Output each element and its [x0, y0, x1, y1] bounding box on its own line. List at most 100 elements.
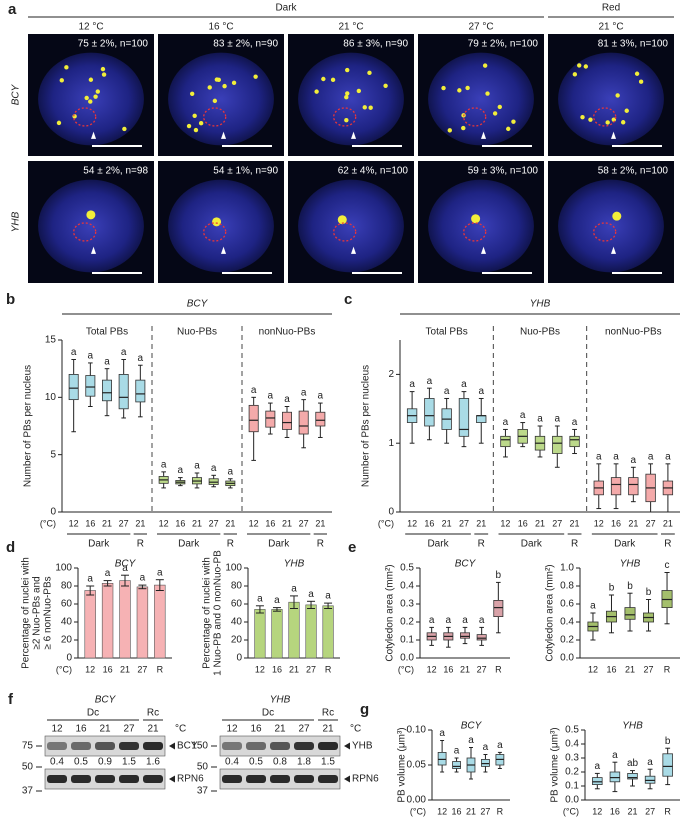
y-tick-label: 0.0: [565, 795, 579, 806]
significance-letter: a: [444, 386, 450, 397]
lane-temp: 16: [75, 724, 87, 735]
band: [119, 775, 139, 783]
y-tick-label: 0: [66, 653, 72, 664]
x-tick-label: 16: [272, 664, 282, 674]
x-unit: (°C): [563, 806, 579, 816]
box: [500, 435, 511, 448]
lane-temp: 16: [250, 724, 262, 735]
pb-dot: [492, 111, 498, 116]
pb-dot: [577, 63, 582, 68]
x-tick-label: R: [664, 806, 671, 816]
y-axis-label: Cotyledon area (mm²): [385, 564, 396, 661]
y-tick-label: 1.0: [560, 563, 574, 574]
nucleolus: [593, 107, 617, 127]
x-tick-label: 27: [137, 664, 147, 674]
significance-letter: a: [301, 387, 307, 398]
box: [481, 759, 490, 767]
x-tick-label: 27: [459, 518, 469, 528]
box: [298, 410, 309, 435]
pb-dot: [367, 70, 372, 76]
box: [102, 379, 112, 402]
box: [662, 753, 673, 777]
x-unit: (°C): [40, 518, 56, 528]
arrowhead: [351, 131, 357, 139]
x-tick-label: 12: [85, 664, 95, 674]
significance-letter: ab: [627, 758, 639, 769]
y-tick-label: 20: [231, 635, 243, 646]
box: [476, 634, 487, 641]
temperature: 27 °C: [468, 22, 493, 33]
nucleus: [38, 52, 144, 146]
y-tick-label: 0: [388, 507, 394, 518]
box: [569, 435, 580, 448]
ratio: 1.8: [297, 757, 311, 768]
pb-dot: [253, 74, 258, 79]
nucleolus: [203, 107, 227, 127]
chart-title: BCY: [187, 299, 209, 310]
bar: [271, 609, 283, 659]
pb-dot: [100, 66, 106, 72]
mw-marker: 50: [22, 762, 34, 773]
pb-dot: [461, 125, 466, 131]
box: [68, 373, 79, 401]
bar: [288, 601, 300, 659]
band: [246, 775, 266, 783]
y-tick-label: 100: [55, 563, 72, 574]
box: [644, 775, 656, 784]
x-tick-label: 21: [102, 518, 112, 528]
x-tick-label: 12: [592, 806, 602, 816]
pb-dot: [56, 120, 62, 126]
x-tick-label: 21: [535, 518, 545, 528]
pb-dot: [471, 214, 481, 224]
x-tick-label: 12: [500, 518, 510, 528]
band-label: RPN6: [177, 774, 204, 785]
nucleolus: [333, 107, 357, 127]
pb-dot: [207, 85, 212, 90]
y-tick-label: 40: [231, 617, 243, 628]
y-tick-label: 0.5: [400, 563, 414, 574]
stat: 62 ± 4%, n=100: [338, 166, 409, 177]
box: [493, 600, 504, 618]
bar: [305, 604, 317, 659]
significance-letter: a: [257, 593, 263, 604]
pb-dot: [212, 217, 222, 227]
band: [246, 742, 266, 750]
y-axis-label: PB volume (μm³): [550, 727, 561, 802]
y-axis-label: Percentage of nuclei with: [21, 557, 32, 669]
significance-letter: b: [627, 581, 633, 592]
nucleolus: [73, 107, 97, 127]
x-tick-label: 27: [119, 518, 129, 528]
significance-letter: a: [71, 347, 77, 358]
significance-letter: a: [157, 567, 163, 578]
significance-letter: a: [429, 615, 435, 626]
x-tick-label: 16: [443, 664, 453, 674]
pb-dot: [485, 91, 490, 96]
significance-letter: a: [138, 353, 144, 364]
header: Dark: [275, 3, 297, 14]
x-tick-label: R: [325, 664, 332, 674]
pb-dot: [511, 119, 516, 124]
y-axis-label: ≥ 6 nonNuo-PBs: [43, 576, 54, 649]
header: Red: [602, 3, 620, 14]
x-tick-label: 21: [476, 518, 486, 528]
band: [119, 742, 139, 750]
pb-dot: [612, 211, 622, 221]
band: [95, 742, 115, 750]
significance-letter: a: [478, 386, 484, 397]
group-label: Dark: [521, 539, 543, 550]
y-tick-label: 0.3: [565, 753, 579, 764]
significance-letter: a: [104, 356, 110, 367]
significance-letter: a: [140, 573, 146, 584]
stat: 79 ± 2%, n=100: [468, 39, 539, 50]
mw-marker: 37: [22, 786, 34, 797]
y-tick-label: 0.0: [560, 653, 574, 664]
y-tick-label: 0.1: [400, 635, 414, 646]
group-label: R: [227, 539, 234, 550]
ratio: 1.5: [122, 757, 136, 768]
x-tick-label: 21: [625, 664, 635, 674]
stat: 54 ± 1%, n=90: [213, 166, 278, 177]
ratio: 0.4: [225, 757, 239, 768]
pb-dot: [216, 77, 221, 83]
y-tick-label: 0.05: [407, 760, 427, 771]
significance-letter: a: [291, 584, 297, 595]
